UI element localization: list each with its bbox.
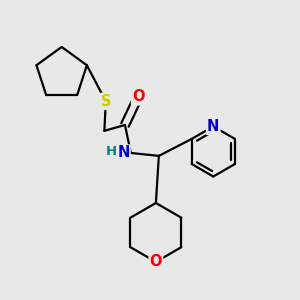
Text: H: H xyxy=(106,145,117,158)
Text: O: O xyxy=(132,89,145,104)
Text: N: N xyxy=(207,119,220,134)
Text: S: S xyxy=(100,94,111,109)
Text: N: N xyxy=(117,146,130,160)
Text: O: O xyxy=(150,254,162,269)
